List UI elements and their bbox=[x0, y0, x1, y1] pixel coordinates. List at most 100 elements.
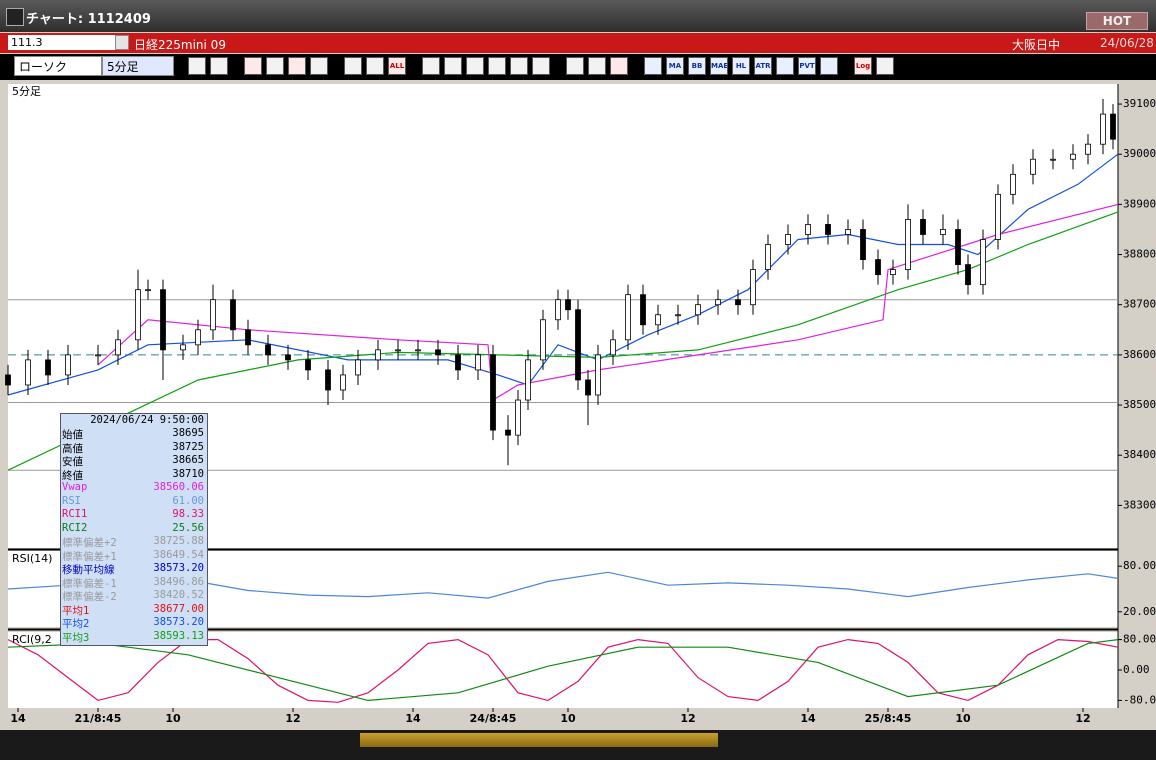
tool-button[interactable]: PVT bbox=[798, 57, 816, 75]
candle-body bbox=[1050, 158, 1056, 161]
candle-body bbox=[750, 269, 756, 306]
chart-type-select[interactable]: ローソク bbox=[14, 56, 102, 76]
info-value: 38496.86 bbox=[153, 575, 204, 588]
tool-button[interactable]: BB bbox=[688, 57, 706, 75]
candle-body bbox=[230, 299, 236, 331]
candle-body bbox=[715, 299, 721, 306]
toolbar: ローソク 5分足 ALL MA BB MAE HL ATR PVT Log bbox=[0, 54, 1156, 80]
candle-body bbox=[905, 219, 911, 270]
tool-icon[interactable] bbox=[210, 57, 228, 75]
tool-button[interactable]: HL bbox=[732, 57, 750, 75]
x-tick-label: 10 bbox=[165, 712, 181, 725]
date: 24/06/28 bbox=[1100, 36, 1154, 50]
tool-icon[interactable] bbox=[588, 57, 606, 75]
tool-icon[interactable] bbox=[266, 57, 284, 75]
session: 大阪日中 bbox=[1012, 38, 1061, 52]
candle-body bbox=[980, 239, 986, 286]
y-tick-label: 0.00 bbox=[1123, 663, 1150, 676]
x-tick-label: 14 bbox=[800, 712, 816, 725]
tool-icon[interactable] bbox=[532, 57, 550, 75]
code-input[interactable]: 111.3 bbox=[8, 35, 115, 50]
tool-icon[interactable] bbox=[510, 57, 528, 75]
tool-icon[interactable] bbox=[188, 57, 206, 75]
info-value: 61.00 bbox=[172, 494, 204, 507]
candle-body bbox=[875, 259, 881, 276]
y-tick-label: 38400 bbox=[1123, 448, 1156, 461]
interval-select[interactable]: 5分足 bbox=[102, 56, 174, 76]
info-value: 38593.13 bbox=[153, 629, 204, 642]
candle-body bbox=[655, 314, 661, 326]
candle-body bbox=[610, 339, 616, 356]
tool-button[interactable]: ALL bbox=[388, 57, 406, 75]
tool-icon[interactable] bbox=[310, 57, 328, 75]
candle-body bbox=[475, 354, 481, 371]
panel-label: RSI(14) bbox=[12, 552, 52, 565]
tool-icon[interactable] bbox=[488, 57, 506, 75]
tool-icon[interactable] bbox=[466, 57, 484, 75]
tool-icon[interactable] bbox=[344, 57, 362, 75]
candle-body bbox=[285, 354, 291, 361]
candle-body bbox=[1010, 173, 1016, 195]
app-icon bbox=[6, 8, 24, 26]
code-dropdown[interactable] bbox=[115, 35, 129, 50]
tool-button[interactable]: ATR bbox=[754, 57, 772, 75]
candle-body bbox=[1085, 143, 1091, 155]
tool-icon[interactable] bbox=[566, 57, 584, 75]
info-row: 平均2 38573.20 bbox=[61, 616, 207, 630]
candle-body bbox=[595, 354, 601, 396]
y-tick-label: 20.00 bbox=[1123, 605, 1156, 618]
info-label: 終値 bbox=[62, 469, 83, 482]
candle-body bbox=[265, 344, 271, 356]
tool-icon[interactable] bbox=[366, 57, 384, 75]
symbol-bar: 111.3 日経225mini 09 大阪日中 24/06/28 bbox=[0, 33, 1156, 53]
candle-body bbox=[25, 359, 31, 386]
tool-icon[interactable] bbox=[244, 57, 262, 75]
tool-icon[interactable] bbox=[444, 57, 462, 75]
panel-label: RCI(9,2 bbox=[12, 633, 52, 646]
candle-body bbox=[920, 219, 926, 235]
info-label: 高値 bbox=[62, 442, 83, 455]
tool-button[interactable]: Log bbox=[854, 57, 872, 75]
y-tick-label: -80.00 bbox=[1123, 693, 1156, 706]
y-tick-label: 38300 bbox=[1123, 498, 1156, 511]
info-row: 平均1 38677.00 bbox=[61, 603, 207, 617]
info-value: 38573.20 bbox=[153, 616, 204, 628]
x-tick-label: 12 bbox=[285, 712, 300, 725]
candle-body bbox=[325, 369, 331, 391]
tool-icon[interactable] bbox=[644, 57, 662, 75]
tool-button[interactable]: MA bbox=[666, 57, 684, 75]
info-row: 平均3 38593.13 bbox=[61, 630, 207, 644]
tool-icon[interactable] bbox=[422, 57, 440, 75]
x-tick-label: 12 bbox=[1075, 712, 1090, 725]
tool-button[interactable]: MAE bbox=[710, 57, 728, 75]
scrollbar[interactable] bbox=[0, 730, 1156, 760]
y-tick-label: 38900 bbox=[1123, 197, 1156, 210]
tool-icon[interactable] bbox=[610, 57, 628, 75]
y-tick-label: 80.00 bbox=[1123, 633, 1156, 646]
candle-body bbox=[585, 379, 591, 396]
candle-body bbox=[65, 354, 71, 376]
info-label: RSI bbox=[62, 494, 81, 507]
hot-button[interactable]: HOT bbox=[1086, 12, 1148, 30]
y-tick-label: 38800 bbox=[1123, 248, 1156, 261]
tool-icon[interactable] bbox=[876, 57, 894, 75]
info-value: 98.33 bbox=[172, 508, 204, 520]
info-label: 平均1 bbox=[62, 604, 90, 617]
info-value: 38725 bbox=[172, 440, 204, 453]
info-label: 始値 bbox=[62, 429, 83, 441]
x-tick-label: 12 bbox=[680, 712, 695, 725]
info-label: 標準偏差-2 bbox=[62, 591, 117, 603]
x-tick-label: 14 bbox=[10, 712, 26, 725]
candle-body bbox=[435, 349, 441, 356]
candle-body bbox=[1030, 158, 1036, 175]
tool-icon[interactable] bbox=[820, 57, 838, 75]
y-tick-label: 38700 bbox=[1123, 298, 1156, 311]
tool-icon[interactable] bbox=[288, 57, 306, 75]
candle-body bbox=[1110, 113, 1116, 140]
candle-body bbox=[135, 289, 141, 341]
tool-icon[interactable] bbox=[776, 57, 794, 75]
y-tick-label: 38600 bbox=[1123, 348, 1156, 361]
info-row: 標準偏差-1 38496.86 bbox=[61, 576, 207, 590]
scroll-thumb[interactable] bbox=[360, 733, 718, 747]
